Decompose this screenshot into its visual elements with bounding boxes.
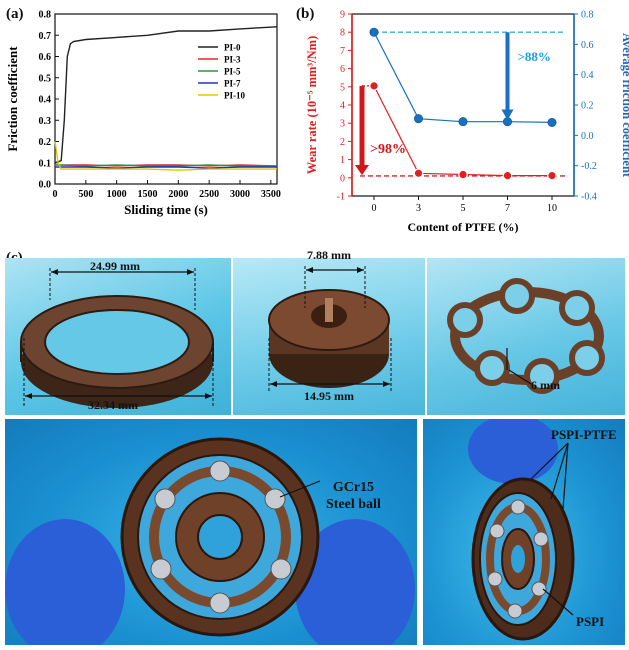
series-line-PI-10 [54,141,277,171]
disk-outer-diameter: 14.95 mm [304,389,354,403]
right-y-tick-label: -0.4 [581,192,597,203]
y-tick-label: 0.6 [39,52,52,63]
y-tick-label: 0.7 [39,31,52,42]
legend-label-PI-0: PI-0 [224,43,241,53]
x-tick-label: 1000 [107,189,127,200]
right-y-tick-label: 0.0 [581,131,594,142]
data-point-friction-10 [547,117,557,127]
bearing-side-drawing [468,419,575,641]
right-y-tick-label: -0.2 [581,161,597,172]
disk-photo [233,258,425,415]
y-tick-label: 0.0 [39,180,52,191]
left-y-tick-label: 6 [340,64,345,75]
disk-dimension-lines [268,266,392,393]
friction-time-chart: 0 500 1000 1500 2000 2500 3000 3500 0.0 0.1 0.2 0.3… [5,10,281,218]
x-tick-label: 500 [78,189,93,200]
bearing-front-drawing [5,437,415,645]
left-y-axis-label: Wear rate (10⁻⁵ mm³/Nm) [305,36,319,174]
pspi-ptfe-label: PSPI-PTFE [551,427,617,442]
y-tick-label: 0.1 [39,158,52,169]
cage-photo [427,258,625,415]
friction-reduction-annotation: >88% [518,49,551,64]
series-line-friction [373,31,553,123]
left-y-tick-label: 2 [340,137,345,148]
data-point-wear-rate-3 [413,168,424,179]
pspi-label: PSPI [576,614,605,629]
panel-b-label: (b) [296,6,315,22]
plot-frame [351,13,575,197]
y-tick-label: 0.4 [39,95,52,106]
x-tick-label: 0 [53,189,58,200]
left-y-tick-label: 0 [340,173,345,184]
left-y-tick-label: 4 [340,101,345,112]
ring-inner-diameter: 24.99 mm [90,259,140,273]
series-line-wear-rate [373,85,552,177]
panel-a-label: (a) [6,6,24,22]
wear-reduction-arrow-head [355,165,369,176]
data-point-wear-rate-10 [547,170,557,181]
x-tick-label: 7 [505,203,510,214]
y-tick-label: 0.3 [39,116,52,127]
right-y-tick-label: 0.2 [581,101,594,112]
right-y-tick-label: 0.6 [581,40,594,51]
right-y-axis-label: Average friction coefficient [620,33,629,178]
right-y-tick-label: 0.8 [581,10,594,21]
steel-ball-label: GCr15 Steel ball [326,479,381,513]
friction-reduction-arrow-head [501,109,514,121]
series-line-PI-5 [54,164,277,167]
ring-photo [5,258,231,415]
x-tick-label: 5 [461,203,466,214]
x-axis-label: Sliding time (s) [124,202,208,217]
data-point-wear-rate-7 [502,170,513,181]
left-y-tick-label: 8 [340,28,345,39]
legend-label-PI-5: PI-5 [224,67,241,77]
steel-ball-label-line2: Steel ball [326,497,381,512]
x-tick-label: 3500 [261,189,281,200]
x-tick-label: 3 [416,203,421,214]
series-line-PI-0 [54,26,278,164]
wear-rate-ptfe-chart: -1 0 1 2 3 4 5 6 7 8 9 -0.4 -0.2 0.0 0.2 0.4 0.6 0.8 0 3 5 7 1… [305,10,629,235]
bearing-side-photo [423,419,625,645]
wear-reduction-annotation: >98% [370,142,406,157]
x-tick-label: 2500 [199,189,219,200]
left-y-tick-label: 9 [340,10,345,21]
steel-ball-label-line1: GCr15 [332,480,375,495]
ring-drawing [20,295,214,408]
left-y-tick-label: 7 [340,46,345,57]
left-y-tick-label: -1 [337,192,345,203]
x-tick-label: 1500 [138,189,158,200]
y-tick-label: 0.5 [39,73,52,84]
disk-inner-diameter: 7.88 mm [307,248,351,262]
data-point-friction-0 [369,27,379,37]
x-tick-label: 0 [372,203,377,214]
cage-pocket-diameter: 6 mm [531,378,560,392]
left-y-tick-label: 5 [340,82,345,93]
data-point-wear-rate-0 [369,81,379,91]
left-y-tick-label: 1 [340,155,345,166]
data-point-friction-5 [458,117,468,127]
x-tick-label: 3000 [230,189,250,200]
y-tick-label: 0.2 [39,137,52,148]
ring-outer-diameter: 32.34 mm [88,398,138,412]
series-line-PI-7 [55,166,277,169]
disk-drawing [268,289,390,388]
right-y-tick-label: 0.4 [581,70,594,81]
y-tick-label: 0.8 [39,10,52,21]
x-tick-label: 2000 [168,189,188,200]
legend-label-PI-7: PI-7 [224,79,241,89]
left-y-tick-label: 3 [340,119,345,130]
data-point-wear-rate-5 [458,169,468,180]
x-tick-label: 10 [547,203,557,214]
legend-label-PI-3: PI-3 [224,55,241,65]
y-axis-label: Friction coefficient [5,46,20,152]
x-axis-label: Content of PTFE (%) [408,220,519,234]
data-point-friction-3 [414,114,424,124]
cage-drawing [447,278,605,394]
bearing-front-photo [5,419,417,645]
legend-label-PI-10: PI-10 [224,91,245,101]
ring-dimension-lines [23,268,214,408]
